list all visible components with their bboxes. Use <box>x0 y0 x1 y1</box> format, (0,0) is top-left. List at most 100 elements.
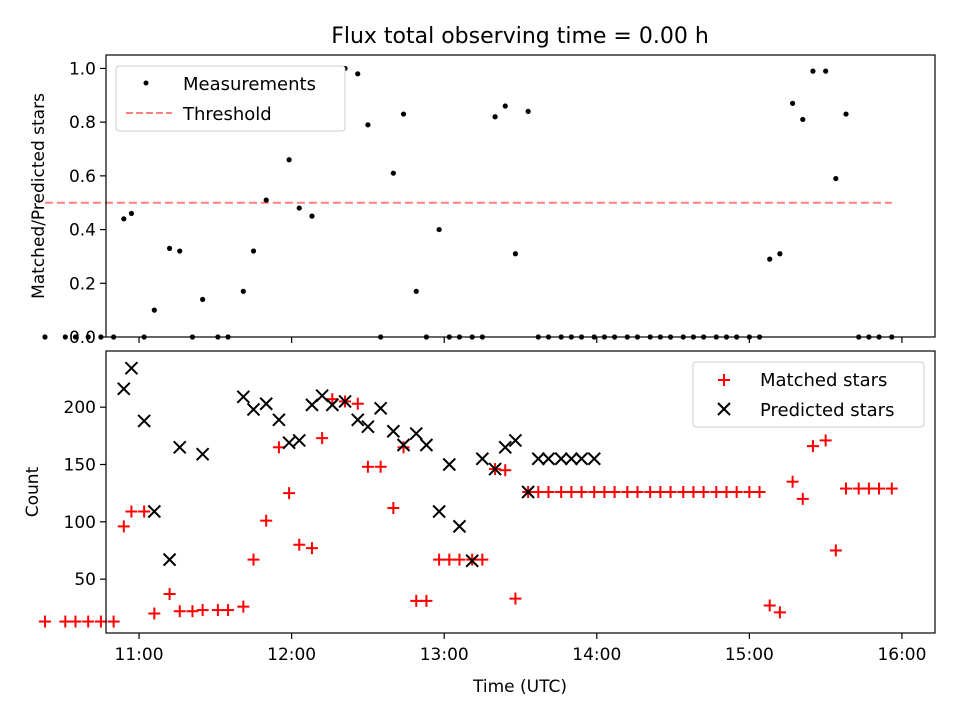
top-y-axis-label: Matched/Predicted stars <box>29 93 49 299</box>
bottom-y-tick-label: 200 <box>64 398 96 418</box>
legend-matched-label: Matched stars <box>760 370 887 391</box>
measurement-point <box>128 210 135 217</box>
predicted-star-point <box>554 452 568 466</box>
legend-measurements-marker <box>143 80 149 86</box>
top-y-axis: 0.0 0.2 0.4 0.6 0.8 1.0 <box>69 59 106 348</box>
predicted-star-stroke-b <box>587 452 601 466</box>
predicted-star-stroke-b <box>541 452 556 466</box>
predicted-star-point <box>351 413 365 427</box>
predicted-star-point <box>325 398 340 412</box>
predicted-star-stroke-b <box>147 504 162 519</box>
predicted-star-point <box>246 402 261 417</box>
measurement-point <box>177 248 183 254</box>
measurement-point <box>296 205 302 211</box>
bottom-legend-box <box>692 361 925 428</box>
predicted-star-stroke-b <box>315 389 329 403</box>
predicted-star-point <box>564 452 579 466</box>
predicted-star-point <box>432 504 446 519</box>
x-tick-label: 12:00 <box>267 645 316 665</box>
measurement-point <box>42 334 48 340</box>
predicted-star-stroke-b <box>531 452 546 466</box>
predicted-star-point <box>498 440 512 454</box>
x-tick-label: 13:00 <box>420 645 469 665</box>
measurement-point <box>525 108 531 114</box>
matched-star-point <box>351 397 364 410</box>
legend-predicted-marker <box>717 402 731 416</box>
matched-star-point <box>631 486 644 498</box>
top-plot-frame <box>105 54 936 338</box>
measurement-point <box>263 197 269 203</box>
measurement-point <box>767 256 773 262</box>
x-tick-label: 15:00 <box>725 645 774 665</box>
matched-star-point <box>211 604 224 617</box>
predicted-star-point <box>282 436 296 450</box>
measurement-point <box>365 122 371 128</box>
predicted-star-point <box>195 447 210 461</box>
matched-star-point <box>293 538 306 551</box>
matched-star-point <box>710 486 723 498</box>
matched-star-point <box>163 588 176 601</box>
top-y-tick-label: 0.8 <box>69 113 96 133</box>
predicted-star-point <box>137 414 151 428</box>
matched-star-point <box>773 606 786 619</box>
top-y-tick-label: 0.4 <box>69 221 96 241</box>
matched-star-point <box>222 604 235 617</box>
measurement-point <box>355 71 361 77</box>
matched-star-point <box>186 605 199 618</box>
measurement-point <box>843 111 849 117</box>
predicted-star-stroke-b <box>442 457 457 472</box>
matched-star-point <box>387 502 400 515</box>
matched-star-point <box>720 486 733 498</box>
predicted-star-point <box>117 382 131 396</box>
matched-star-point <box>410 594 423 607</box>
matched-star-point <box>107 615 120 628</box>
measurement-point <box>121 216 127 222</box>
predicted-star-point <box>147 504 162 519</box>
matched-star-point <box>677 486 690 498</box>
top-legend-box <box>115 65 346 132</box>
bottom-legend: Matched stars Predicted stars <box>692 361 925 428</box>
predicted-star-stroke-b <box>465 554 479 568</box>
predicted-star-stroke-b <box>137 414 151 428</box>
predicted-star-stroke-b <box>574 452 589 466</box>
measurement-point <box>833 175 839 182</box>
matched-star-point <box>786 475 799 488</box>
bottom-y-tick-label: 100 <box>64 513 96 533</box>
measurement-point <box>789 100 796 106</box>
predicted-star-stroke-b <box>173 440 187 454</box>
measurement-point <box>151 307 157 313</box>
predicted-star-stroke-b <box>508 433 523 448</box>
predicted-star-stroke-b <box>259 397 273 411</box>
matched-star-point <box>433 553 446 566</box>
bottom-y-tick-label: 50 <box>74 570 96 590</box>
matched-star-point <box>148 607 161 620</box>
bottom-plot-frame <box>105 350 936 634</box>
top-plot-marks <box>42 65 895 340</box>
matched-star-point <box>829 544 842 557</box>
predicted-star-point <box>386 424 401 438</box>
matched-star-point <box>59 615 72 628</box>
measurement-point <box>502 103 508 109</box>
matched-star-point <box>94 615 107 628</box>
matched-star-point <box>237 600 250 613</box>
measurement-point <box>777 251 783 257</box>
predicted-star-stroke-b <box>361 419 375 434</box>
predicted-star-stroke-b <box>432 504 446 519</box>
predicted-star-stroke-b <box>292 433 306 448</box>
matched-star-point <box>621 486 634 498</box>
predicted-star-point <box>508 433 523 448</box>
legend-measurements-label: Measurements <box>183 74 316 95</box>
matched-star-point <box>644 486 657 498</box>
predicted-star-stroke-b <box>419 438 434 452</box>
matched-star-point <box>453 553 466 566</box>
predicted-star-point <box>292 433 306 448</box>
predicted-star-point <box>587 452 601 466</box>
predicted-star-stroke-b <box>521 485 535 499</box>
predicted-star-stroke-b <box>124 361 139 375</box>
matched-star-point <box>839 482 852 495</box>
predicted-star-stroke-b <box>452 519 467 534</box>
matched-star-point <box>316 432 329 445</box>
matched-star-point <box>819 434 832 447</box>
matched-star-point <box>326 393 339 406</box>
